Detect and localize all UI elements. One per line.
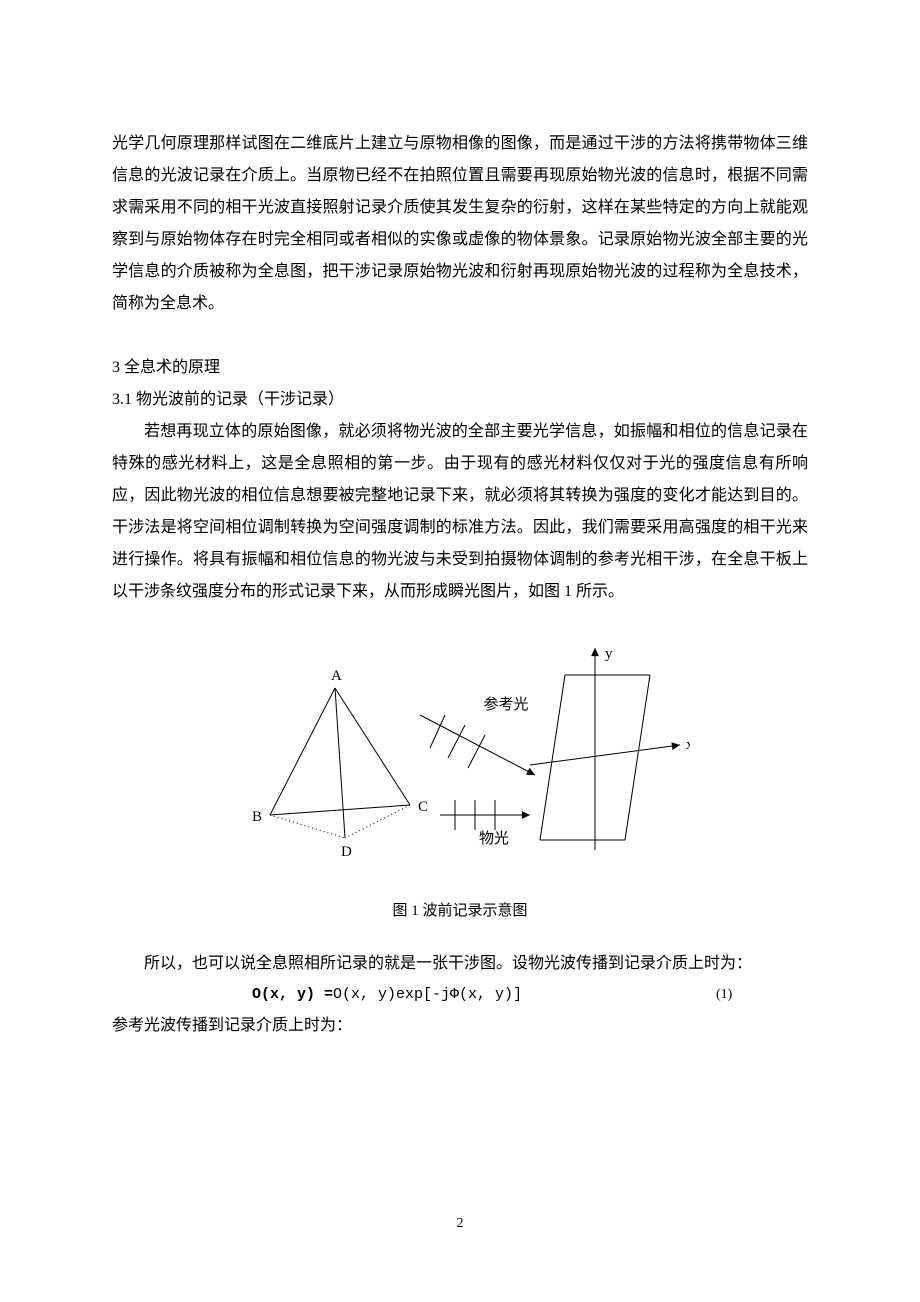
svg-text:D: D [341,844,352,860]
page-number: 2 [0,1216,920,1232]
svg-text:y: y [605,646,613,662]
figure-1: A B C D 参考光物光 y x [112,640,808,885]
figure-1-svg: A B C D 参考光物光 y x [230,640,690,880]
svg-text:C: C [418,799,428,815]
section-3-1-body: 若想再现立体的原始图像，就必须将物光波的全部主要光学信息，如振幅和相位的信息记录… [112,416,808,608]
svg-text:参考光: 参考光 [484,696,529,713]
equation-1-number: (1) [668,981,808,1009]
equation-1-lhs: O(x, y) = [252,986,333,1003]
after-figure-paragraph: 所以，也可以说全息照相所记录的就是一张干涉图。设物光波传播到记录介质上时为： [112,948,808,980]
section-3-1-title: 3.1 物光波前的记录（干涉记录） [112,384,808,416]
equation-1: O(x, y) =O(x, y)exp[-jΦ(x, y)] (1) [112,980,808,1010]
equation-1-body: O(x, y) =O(x, y)exp[-jΦ(x, y)] [252,980,668,1010]
svg-text:B: B [252,809,262,825]
equation-1-rhs: O(x, y)exp[-jΦ(x, y)] [333,986,522,1003]
svg-text:x: x [686,737,690,753]
intro-paragraph: 光学几何原理那样试图在二维底片上建立与原物相像的图像，而是通过干涉的方法将携带物… [112,128,808,320]
svg-text:物光: 物光 [479,830,509,847]
section-3-title: 3 全息术的原理 [112,352,808,384]
ref-light-line: 参考光波传播到记录介质上时为： [112,1010,808,1042]
svg-text:A: A [331,668,342,684]
figure-1-caption: 图 1 波前记录示意图 [112,899,808,920]
